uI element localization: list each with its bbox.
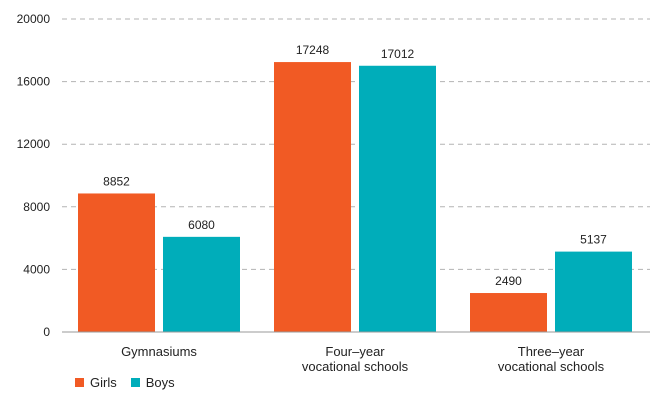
gridlines — [62, 18, 650, 270]
data-label: 17248 — [296, 43, 330, 57]
bar-girls — [274, 62, 351, 333]
x-tick-label: Four–year — [325, 344, 385, 359]
bar-boys — [359, 65, 436, 332]
x-tick-label: Gymnasiums — [121, 344, 197, 359]
x-tick-label: vocational schools — [498, 359, 605, 374]
y-tick-label: 8000 — [23, 200, 50, 214]
legend-label-boys: Boys — [145, 375, 175, 390]
x-tick-label: vocational schools — [302, 359, 409, 374]
data-label: 2490 — [495, 274, 522, 288]
x-tick-label: Three–year — [518, 344, 585, 359]
data-label: 17012 — [381, 47, 415, 61]
legend: Girls Boys — [75, 375, 175, 390]
legend-label-girls: Girls — [90, 375, 117, 390]
bars — [78, 62, 632, 333]
data-label: 5137 — [580, 233, 607, 247]
y-tick-label: 4000 — [23, 262, 50, 276]
bar-girls — [470, 293, 547, 332]
y-tick-label: 20000 — [17, 12, 51, 26]
bar-girls — [78, 193, 155, 332]
legend-item-boys: Boys — [130, 375, 175, 390]
y-tick-label: 12000 — [17, 137, 51, 151]
data-label: 8852 — [103, 174, 130, 188]
data-labels: 8852 6080 17248 17012 2490 5137 — [103, 43, 607, 288]
y-axis-ticks: 0 4000 8000 12000 16000 20000 — [17, 12, 51, 339]
data-label: 6080 — [188, 218, 215, 232]
y-tick-label: 0 — [43, 325, 50, 339]
y-tick-label: 16000 — [17, 75, 51, 89]
legend-item-girls: Girls — [75, 375, 117, 390]
legend-swatch-boys — [130, 378, 140, 387]
legend-swatch-girls — [75, 378, 84, 387]
bar-boys — [555, 251, 632, 332]
bar-boys — [163, 236, 240, 332]
